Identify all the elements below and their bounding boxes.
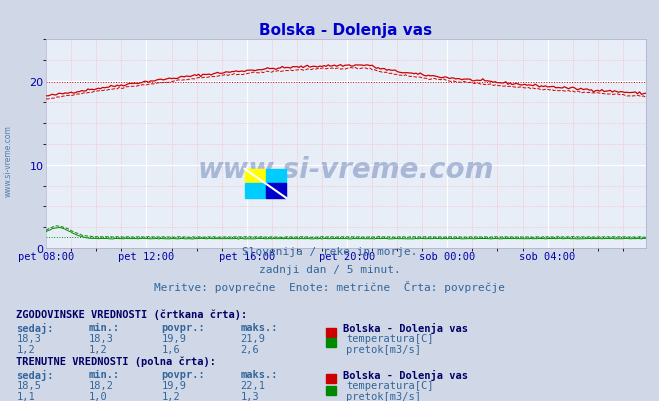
Text: 1,2: 1,2 [89, 344, 107, 354]
Text: pretok[m3/s]: pretok[m3/s] [346, 391, 421, 401]
Text: Slovenija / reke in morje.: Slovenija / reke in morje. [242, 247, 417, 257]
Text: min.:: min.: [89, 322, 120, 332]
Text: 1,3: 1,3 [241, 391, 259, 401]
Bar [266, 184, 287, 198]
Text: 18,2: 18,2 [89, 380, 114, 390]
Text: 19,9: 19,9 [161, 380, 186, 390]
Text: maks.:: maks.: [241, 369, 278, 379]
Text: Bolska - Dolenja vas: Bolska - Dolenja vas [343, 322, 468, 333]
Text: zadnji dan / 5 minut.: zadnji dan / 5 minut. [258, 265, 401, 275]
Text: povpr.:: povpr.: [161, 322, 205, 332]
Text: 19,9: 19,9 [161, 334, 186, 344]
Text: 1,0: 1,0 [89, 391, 107, 401]
Text: Meritve: povprečne  Enote: metrične  Črta: povprečje: Meritve: povprečne Enote: metrične Črta:… [154, 281, 505, 293]
Text: 18,3: 18,3 [16, 334, 42, 344]
Text: pretok[m3/s]: pretok[m3/s] [346, 344, 421, 354]
Bar [244, 184, 266, 198]
Text: www.si-vreme.com: www.si-vreme.com [198, 156, 494, 183]
Text: 1,1: 1,1 [16, 391, 35, 401]
Text: sedaj:: sedaj: [16, 322, 54, 333]
Text: 22,1: 22,1 [241, 380, 266, 390]
Text: Bolska - Dolenja vas: Bolska - Dolenja vas [343, 369, 468, 380]
Text: sedaj:: sedaj: [16, 369, 54, 380]
Bar [244, 169, 266, 184]
Text: 1,2: 1,2 [161, 391, 180, 401]
Text: povpr.:: povpr.: [161, 369, 205, 379]
Title: Bolska - Dolenja vas: Bolska - Dolenja vas [260, 22, 432, 38]
Text: 1,6: 1,6 [161, 344, 180, 354]
Text: 21,9: 21,9 [241, 334, 266, 344]
Text: ZGODOVINSKE VREDNOSTI (črtkana črta):: ZGODOVINSKE VREDNOSTI (črtkana črta): [16, 309, 248, 319]
Text: temperatura[C]: temperatura[C] [346, 380, 434, 390]
Text: temperatura[C]: temperatura[C] [346, 334, 434, 344]
Text: maks.:: maks.: [241, 322, 278, 332]
Text: TRENUTNE VREDNOSTI (polna črta):: TRENUTNE VREDNOSTI (polna črta): [16, 356, 216, 367]
Text: 1,2: 1,2 [16, 344, 35, 354]
Text: min.:: min.: [89, 369, 120, 379]
Text: 18,3: 18,3 [89, 334, 114, 344]
Bar [266, 169, 287, 184]
Text: www.si-vreme.com: www.si-vreme.com [4, 125, 13, 196]
Text: 18,5: 18,5 [16, 380, 42, 390]
Text: 2,6: 2,6 [241, 344, 259, 354]
